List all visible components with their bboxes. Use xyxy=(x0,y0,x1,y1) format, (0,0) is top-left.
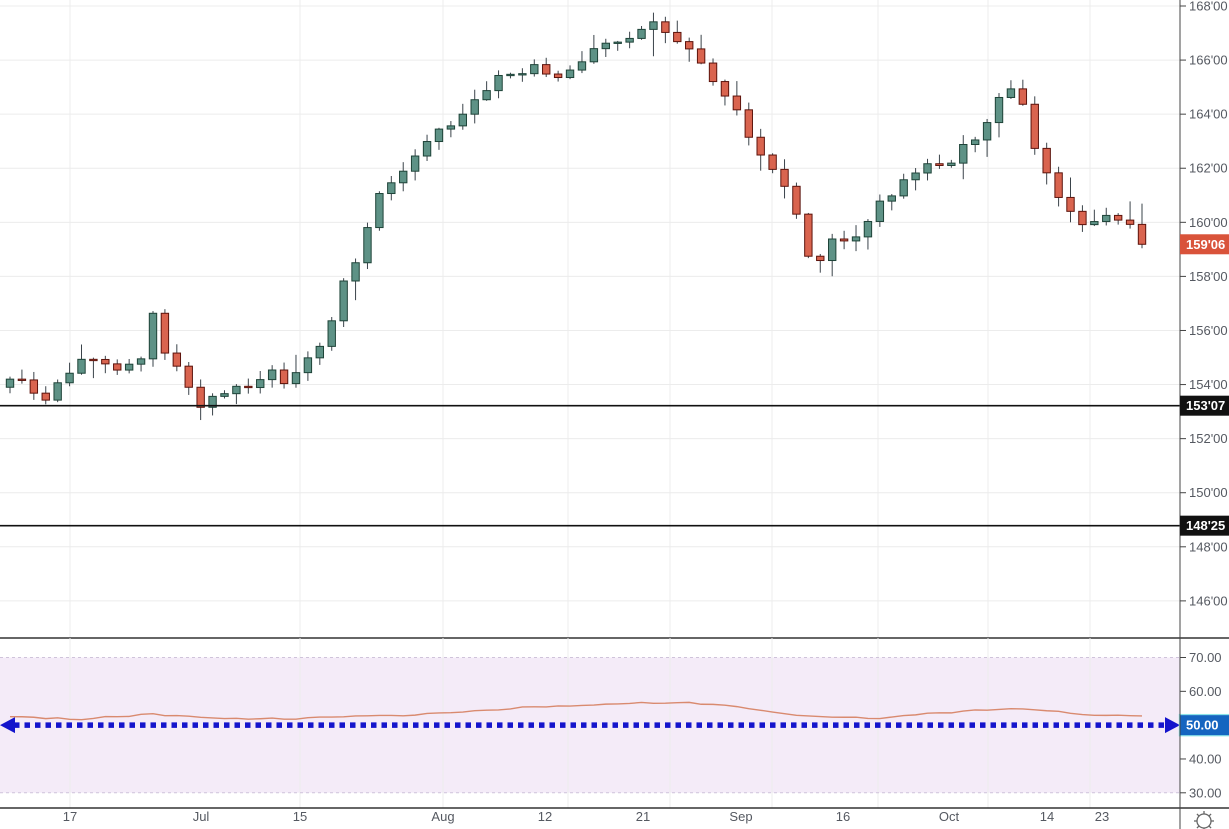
svg-text:148'25: 148'25 xyxy=(1186,518,1225,533)
svg-text:154'00: 154'00 xyxy=(1189,377,1228,392)
svg-text:Aug: Aug xyxy=(431,809,454,824)
svg-text:70.00: 70.00 xyxy=(1189,650,1222,665)
svg-text:168'00: 168'00 xyxy=(1189,0,1228,14)
svg-text:159'06: 159'06 xyxy=(1186,237,1225,252)
svg-text:158'00: 158'00 xyxy=(1189,269,1228,284)
svg-text:162'00: 162'00 xyxy=(1189,161,1228,176)
svg-text:148'00: 148'00 xyxy=(1189,539,1228,554)
svg-text:Oct: Oct xyxy=(939,809,960,824)
svg-text:160'00: 160'00 xyxy=(1189,215,1228,230)
svg-text:152'00: 152'00 xyxy=(1189,431,1228,446)
svg-text:Sep: Sep xyxy=(729,809,752,824)
svg-text:23: 23 xyxy=(1095,809,1109,824)
svg-text:150'00: 150'00 xyxy=(1189,485,1228,500)
svg-text:16: 16 xyxy=(836,809,850,824)
svg-text:164'00: 164'00 xyxy=(1189,107,1228,122)
svg-text:166'00: 166'00 xyxy=(1189,53,1228,68)
svg-text:17: 17 xyxy=(63,809,77,824)
svg-text:156'00: 156'00 xyxy=(1189,323,1228,338)
svg-text:30.00: 30.00 xyxy=(1189,785,1222,800)
svg-text:12: 12 xyxy=(538,809,552,824)
svg-text:14: 14 xyxy=(1040,809,1054,824)
svg-text:50.00: 50.00 xyxy=(1186,718,1219,733)
svg-text:146'00: 146'00 xyxy=(1189,593,1228,608)
svg-text:21: 21 xyxy=(636,809,650,824)
svg-text:60.00: 60.00 xyxy=(1189,684,1222,699)
svg-text:40.00: 40.00 xyxy=(1189,751,1222,766)
svg-text:15: 15 xyxy=(293,809,307,824)
svg-text:Jul: Jul xyxy=(193,809,210,824)
svg-text:153'07: 153'07 xyxy=(1186,398,1225,413)
